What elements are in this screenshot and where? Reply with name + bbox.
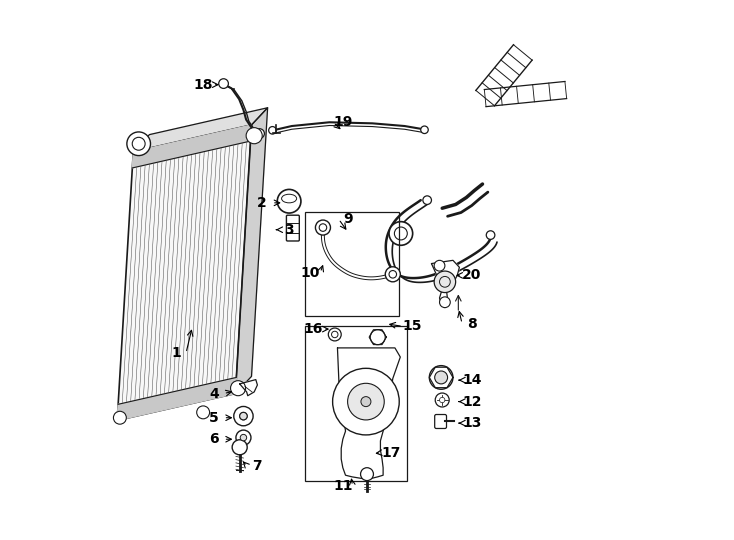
Circle shape: [435, 393, 449, 407]
Circle shape: [240, 413, 247, 420]
FancyBboxPatch shape: [435, 415, 446, 428]
Circle shape: [316, 220, 330, 235]
Text: 7: 7: [252, 459, 262, 473]
Circle shape: [269, 126, 276, 134]
Text: 12: 12: [462, 395, 482, 409]
Bar: [305, 212, 399, 316]
Circle shape: [385, 267, 400, 282]
Circle shape: [246, 127, 262, 144]
FancyBboxPatch shape: [286, 215, 299, 241]
Text: 16: 16: [304, 322, 323, 336]
Circle shape: [233, 407, 253, 426]
Circle shape: [277, 190, 301, 213]
Polygon shape: [132, 125, 252, 168]
Circle shape: [370, 329, 385, 345]
Bar: [305, 326, 407, 481]
Circle shape: [423, 196, 432, 205]
Circle shape: [348, 383, 384, 420]
Polygon shape: [240, 380, 258, 396]
Text: 20: 20: [462, 268, 482, 282]
Polygon shape: [338, 348, 400, 478]
Polygon shape: [117, 377, 236, 421]
Circle shape: [434, 260, 445, 271]
Text: 9: 9: [344, 212, 353, 226]
Circle shape: [127, 132, 150, 156]
Circle shape: [361, 396, 371, 407]
Polygon shape: [432, 260, 459, 308]
Circle shape: [328, 328, 341, 341]
Text: 15: 15: [403, 319, 422, 333]
Circle shape: [360, 468, 374, 481]
Text: 2: 2: [258, 196, 267, 210]
Circle shape: [230, 381, 246, 396]
Circle shape: [197, 406, 210, 419]
Circle shape: [389, 221, 413, 245]
Text: 4: 4: [209, 387, 219, 401]
Circle shape: [255, 129, 264, 138]
Circle shape: [236, 430, 251, 445]
Circle shape: [429, 366, 453, 389]
Circle shape: [421, 126, 428, 133]
Text: 1: 1: [172, 346, 181, 360]
Text: 3: 3: [284, 222, 294, 237]
Text: 6: 6: [209, 432, 219, 446]
Circle shape: [240, 413, 247, 420]
Circle shape: [434, 271, 456, 293]
Circle shape: [486, 231, 495, 239]
Text: 8: 8: [467, 317, 476, 330]
Polygon shape: [236, 108, 268, 394]
Text: 18: 18: [193, 78, 213, 92]
Circle shape: [440, 297, 450, 308]
Text: 14: 14: [462, 373, 482, 387]
Text: 10: 10: [301, 266, 320, 280]
Text: 17: 17: [382, 446, 401, 460]
Circle shape: [232, 440, 247, 455]
Text: 13: 13: [462, 416, 482, 430]
Circle shape: [440, 397, 445, 403]
Text: 5: 5: [209, 411, 219, 425]
Text: 19: 19: [333, 115, 352, 129]
Circle shape: [435, 371, 448, 384]
Text: 11: 11: [333, 479, 352, 493]
Circle shape: [114, 411, 126, 424]
Polygon shape: [134, 108, 268, 152]
Circle shape: [240, 434, 247, 441]
Polygon shape: [117, 125, 252, 421]
Circle shape: [219, 79, 228, 89]
Circle shape: [333, 368, 399, 435]
